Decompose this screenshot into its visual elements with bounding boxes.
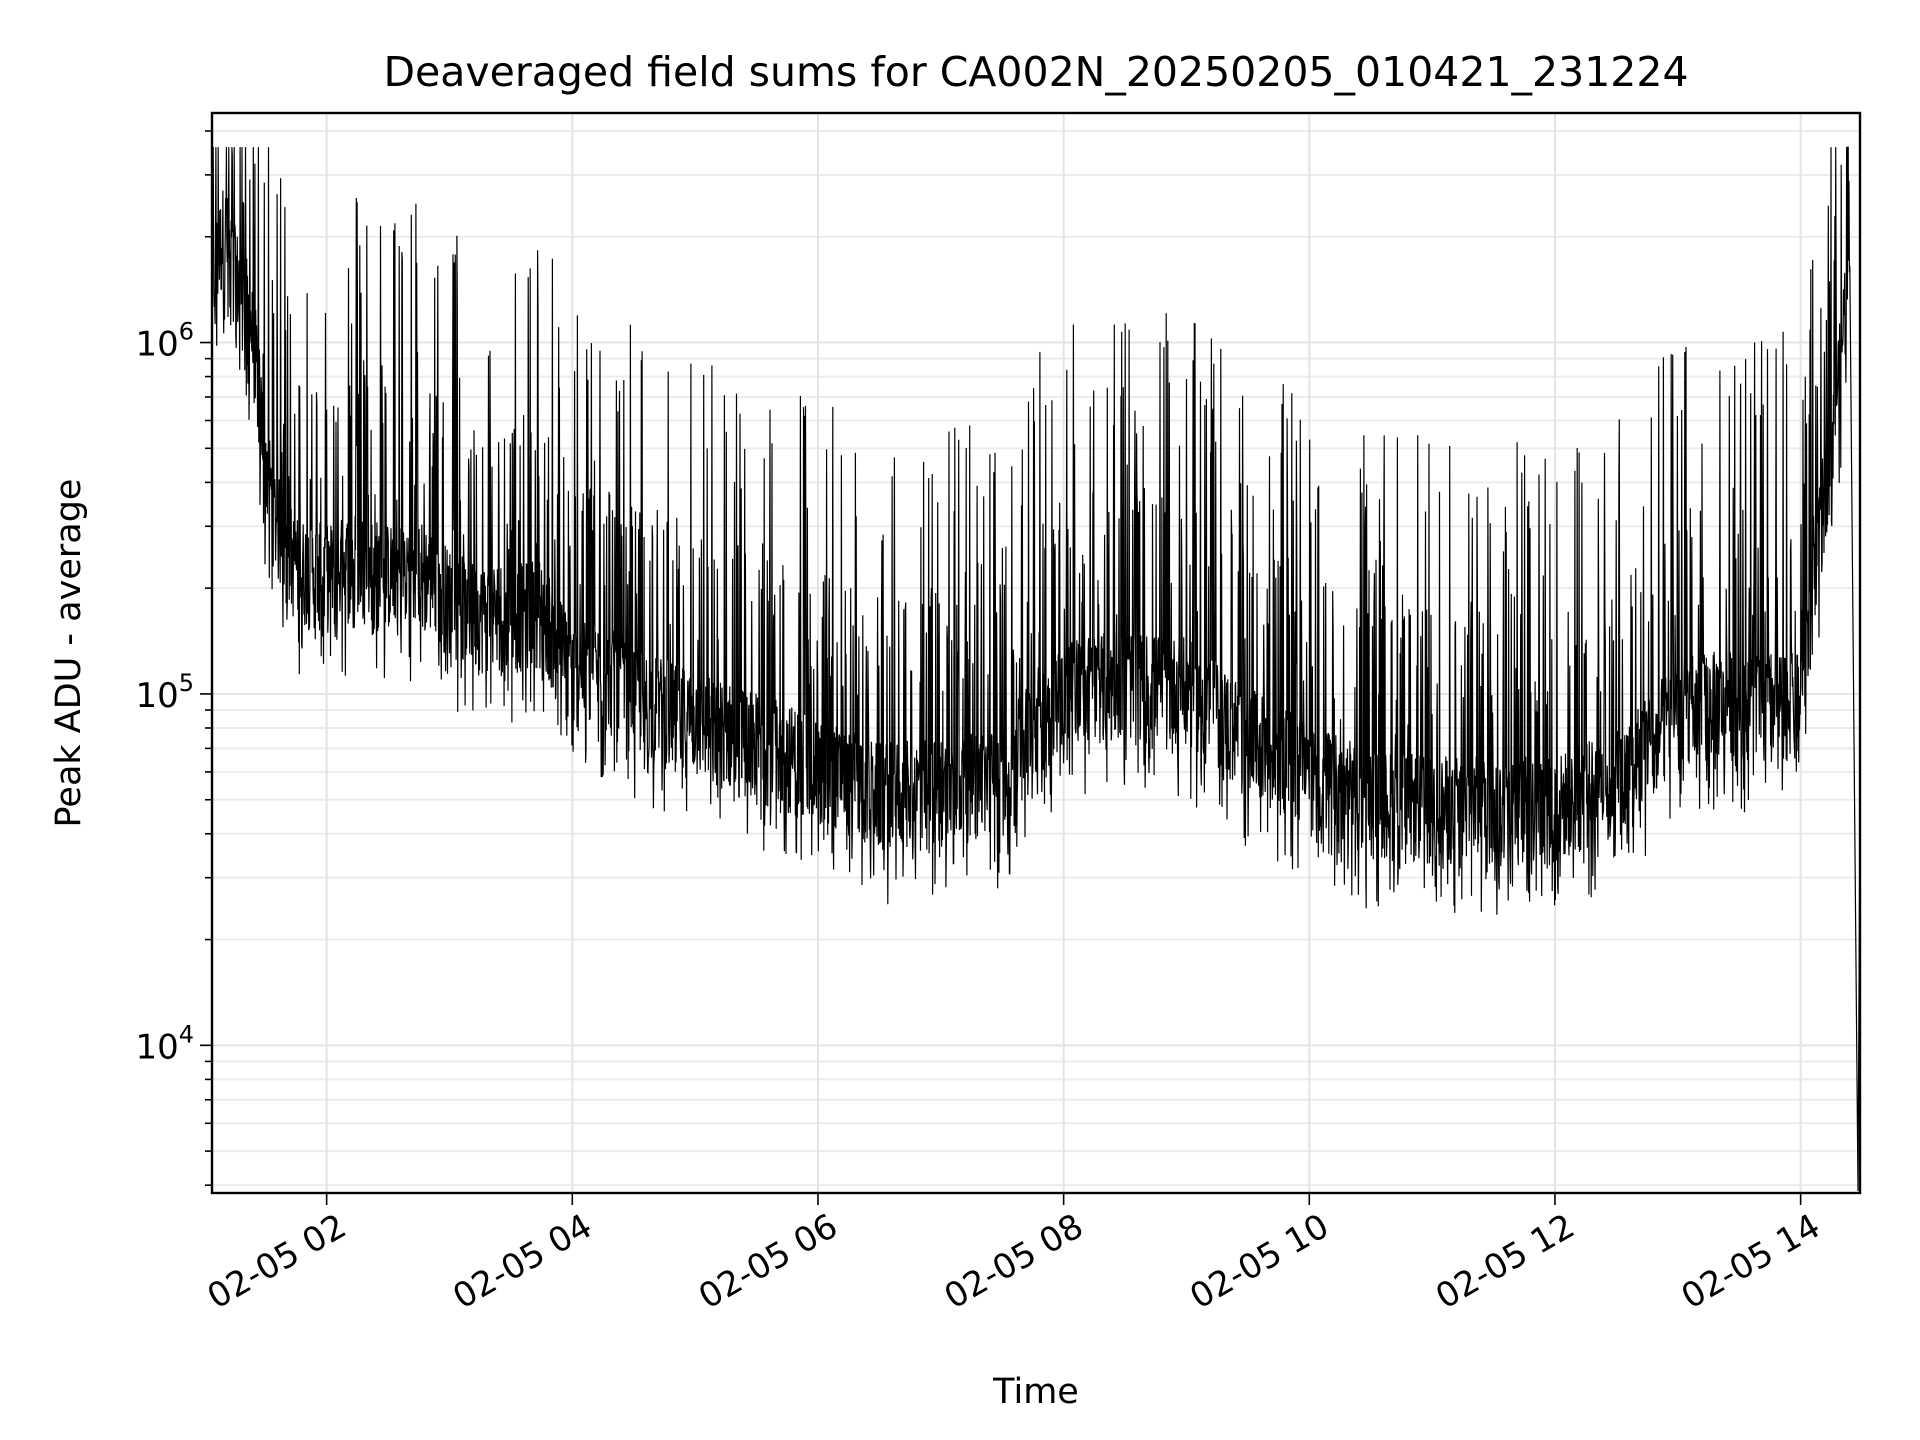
x-tick-label: 02-05 06 <box>692 1206 844 1317</box>
x-tick-label: 02-05 10 <box>1183 1206 1335 1317</box>
y-tick-label-base: 10 <box>135 676 178 716</box>
x-tick-label: 02-05 12 <box>1429 1206 1581 1317</box>
y-tick-label-base: 10 <box>135 325 178 365</box>
plot-frame <box>210 111 1862 1195</box>
series-line <box>212 146 1860 1192</box>
y-tick-label: 106 <box>135 318 194 365</box>
y-axis-label: Peak ADU - average <box>49 479 89 828</box>
y-tick-label-exponent: 4 <box>179 1020 194 1048</box>
chart-title: Deaveraged field sums for CA002N_2025020… <box>383 48 1688 96</box>
grid <box>212 113 1860 1193</box>
y-tick-label: 105 <box>135 669 194 716</box>
y-tick-label-exponent: 6 <box>179 318 194 346</box>
x-axis-label: Time <box>992 1372 1079 1412</box>
x-tick-label: 02-05 04 <box>446 1206 598 1317</box>
y-tick-label-exponent: 5 <box>179 669 194 697</box>
x-tick-label: 02-05 14 <box>1675 1206 1827 1317</box>
x-tick-label: 02-05 02 <box>201 1206 353 1317</box>
y-tick-label-base: 10 <box>135 1027 178 1067</box>
y-tick-label: 104 <box>135 1020 194 1067</box>
x-tick-label: 02-05 08 <box>938 1206 1090 1317</box>
data-area <box>212 146 1860 1192</box>
